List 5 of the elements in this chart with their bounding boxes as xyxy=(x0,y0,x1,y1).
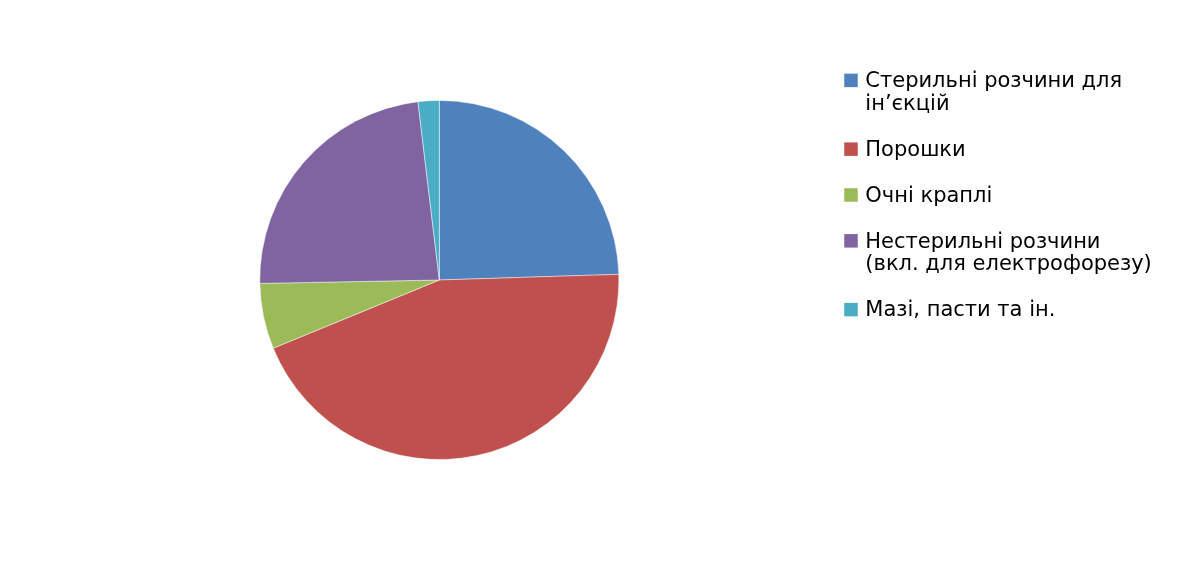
legend-label: Порошки xyxy=(865,135,966,161)
legend-label: Нестерильні розчини (вкл. для електрофорезу) xyxy=(865,227,1152,276)
legend-label: Стерильні розчини для ін’єкцій xyxy=(865,67,1123,115)
legend-label: Очні краплі xyxy=(865,181,993,207)
legend-label: Мазі, пасти та ін. xyxy=(865,296,1056,322)
